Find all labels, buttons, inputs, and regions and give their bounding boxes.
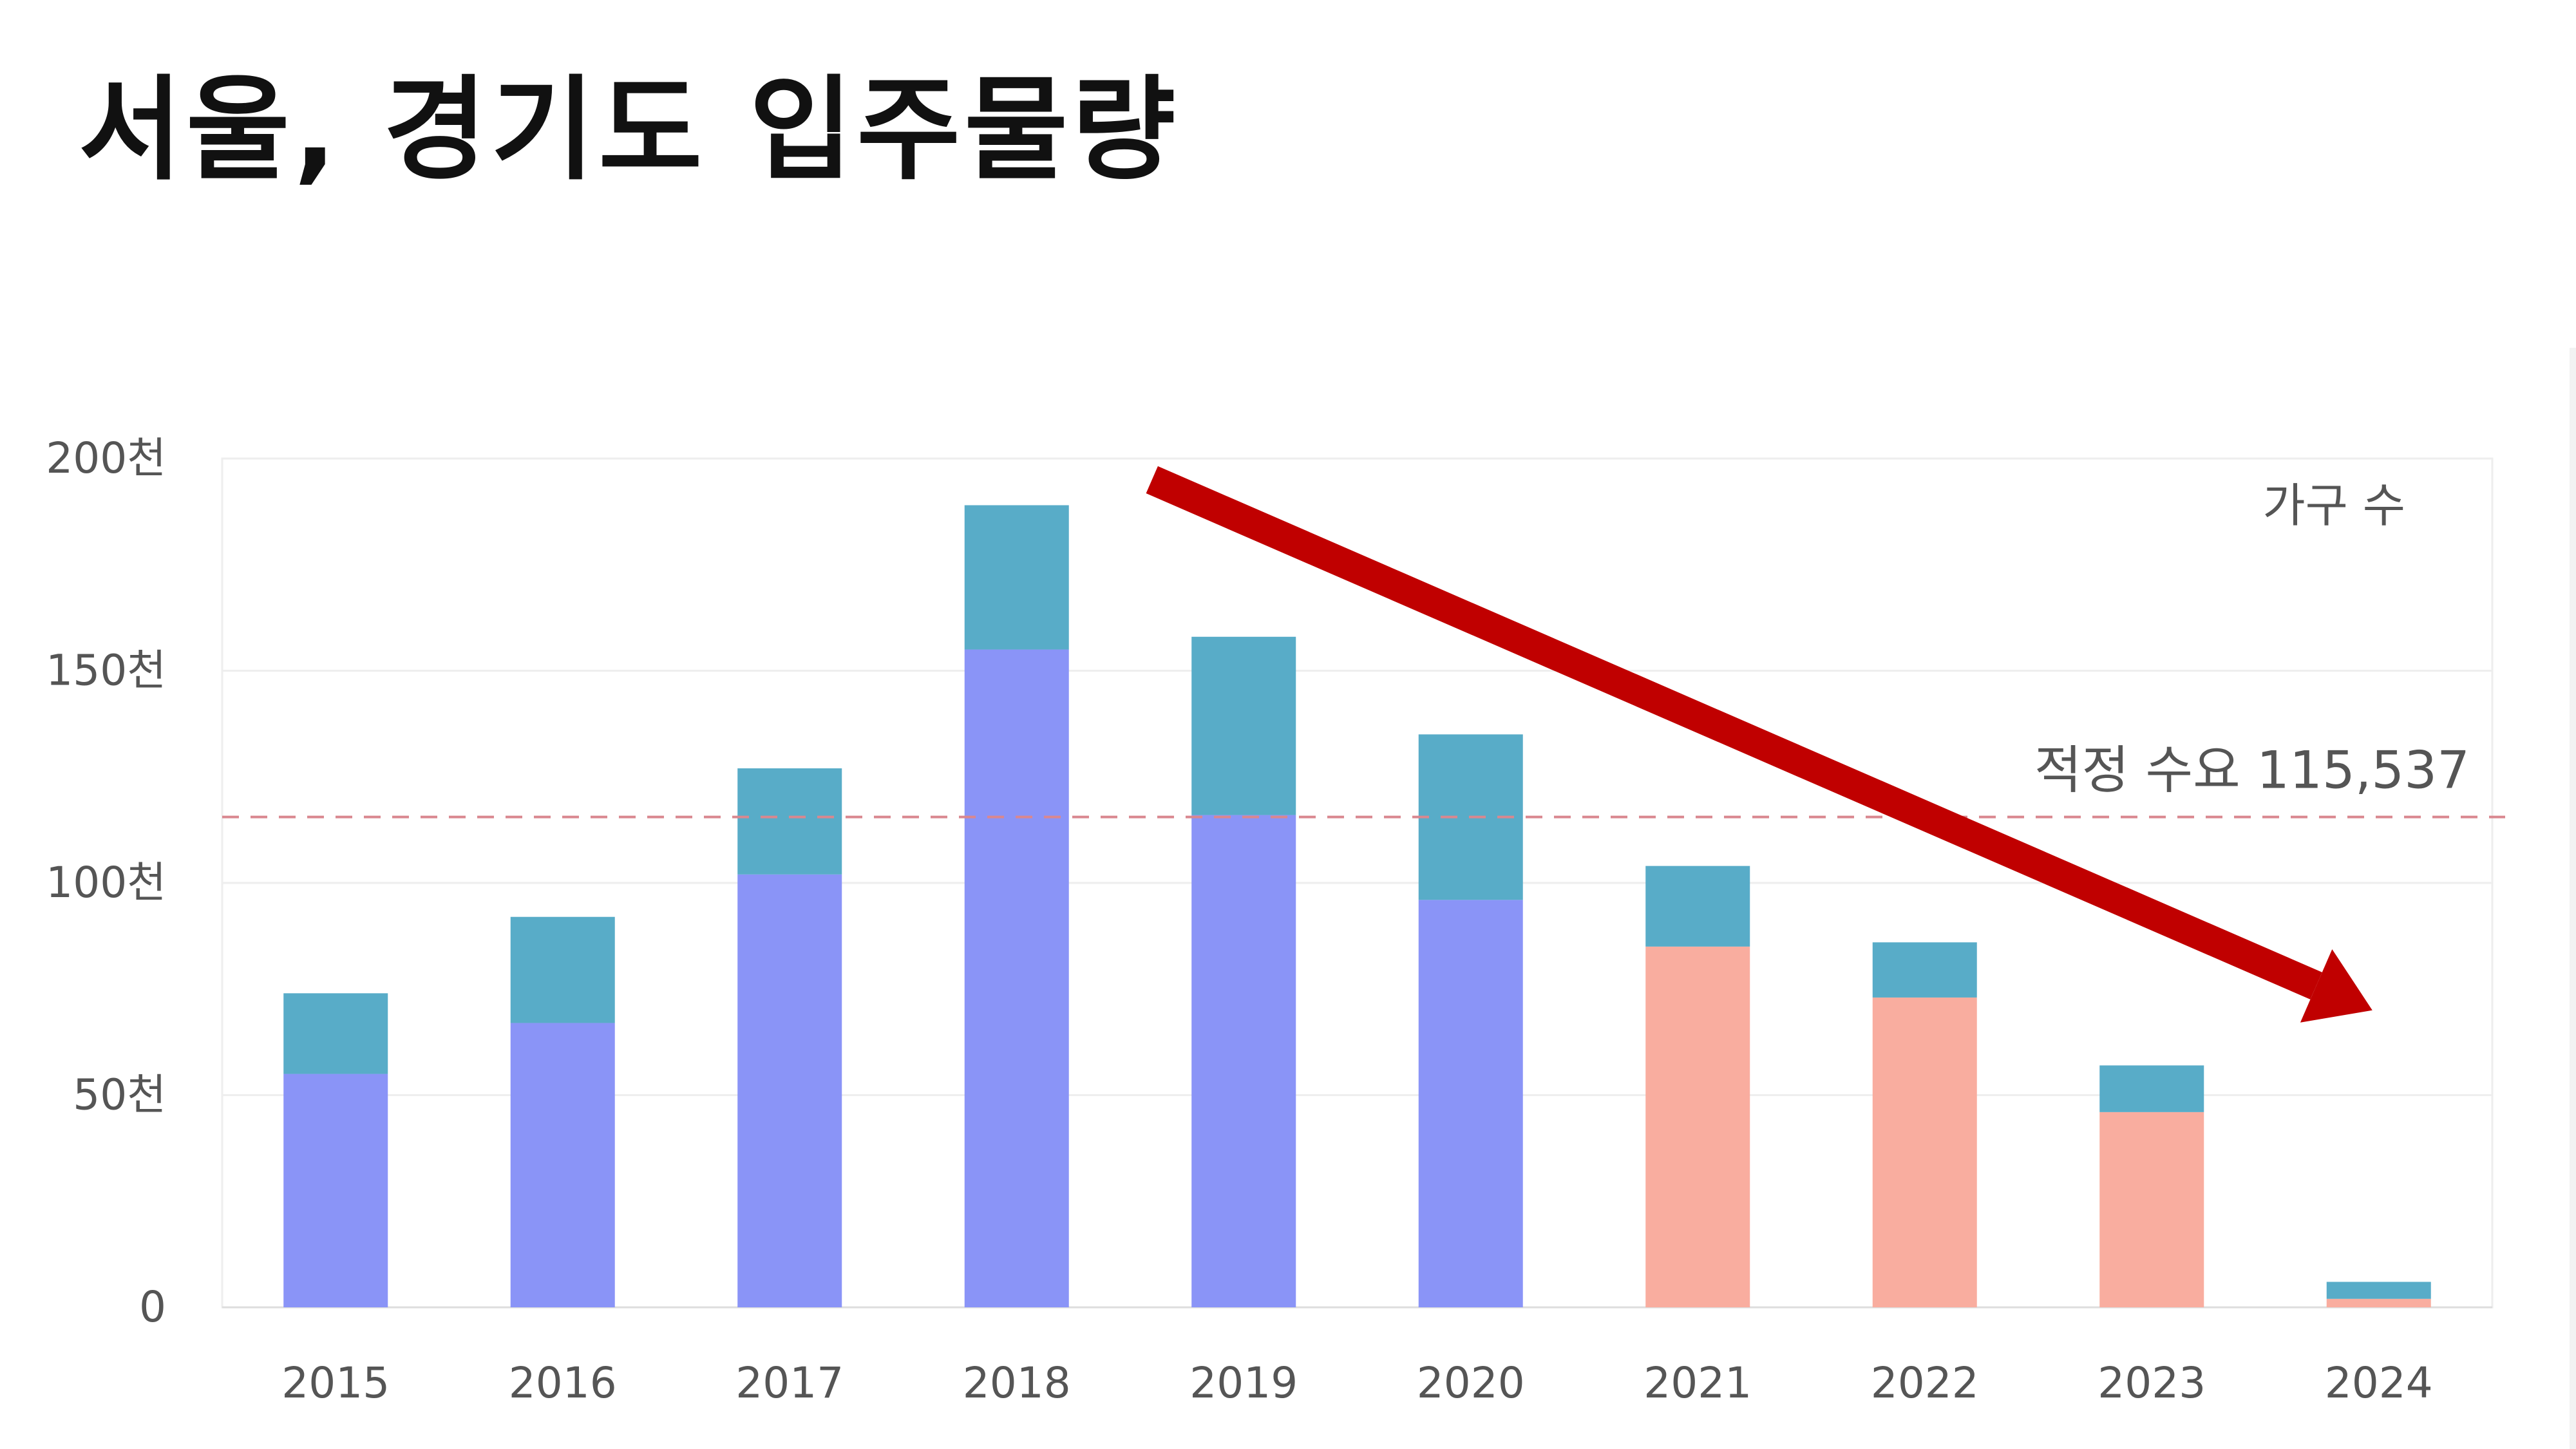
y-tick-label: 0 [139,1282,166,1332]
x-tick-label: 2020 [1417,1358,1525,1408]
bar-2019-segment-2 [1191,636,1296,815]
trend-arrow-shaft [1146,466,2322,999]
y-tick-label: 150천 [46,646,166,696]
x-tick-label: 2016 [509,1358,617,1408]
x-tick-label: 2018 [963,1358,1071,1408]
x-tick-label: 2024 [2325,1358,2433,1408]
page-title: 서울, 경기도 입주물량 [79,65,1180,196]
bar-2018-segment-2 [964,505,1069,650]
x-tick-label: 2019 [1189,1358,1298,1408]
trend-arrow-head [2300,949,2372,1023]
bar-2015-segment-2 [283,993,388,1074]
bar-2018-segment-1 [964,649,1069,1307]
unit-label: 가구 수 [2262,478,2405,533]
panel-edge [2570,348,2576,1449]
trend-arrow-group [1146,466,2372,1023]
bar-2023-segment-2 [2099,1065,2204,1112]
y-tick-label: 100천 [46,858,166,907]
bar-2019-segment-1 [1191,815,1296,1307]
y-tick-label: 200천 [46,433,166,483]
bar-2016-segment-2 [510,916,615,1023]
bars [283,505,2431,1307]
bar-2021-segment-1 [1645,946,1750,1307]
reference-line-group: 적정 수요 115,537 [222,741,2505,819]
bar-2024-segment-2 [2326,1282,2431,1299]
bar-2023-segment-1 [2099,1112,2204,1307]
bar-2022-segment-2 [1872,942,1977,998]
x-tick-label: 2022 [1871,1358,1979,1408]
y-tick-label: 50천 [73,1070,166,1120]
bar-2022-segment-1 [1872,997,1977,1307]
bar-2020-segment-1 [1418,900,1523,1307]
bar-2017-segment-1 [737,874,842,1307]
x-tick-label: 2021 [1643,1358,1752,1408]
bar-2015-segment-1 [283,1074,388,1307]
x-axis: 2015 2016 2017 2018 2019 2020 2021 2022 2023 2024 [281,1358,2432,1408]
bar-2024-segment-1 [2326,1298,2431,1307]
bar-2021-segment-2 [1645,866,1750,947]
bar-2017-segment-2 [737,768,842,875]
x-tick-label: 2017 [735,1358,844,1408]
x-tick-label: 2023 [2098,1358,2206,1408]
x-tick-label: 2015 [281,1358,390,1408]
bar-2016-segment-1 [510,1023,615,1307]
y-axis: 0 50천 100천 150천 200천 [46,433,166,1332]
reference-line-label: 적정 수요 115,537 [2034,741,2470,800]
